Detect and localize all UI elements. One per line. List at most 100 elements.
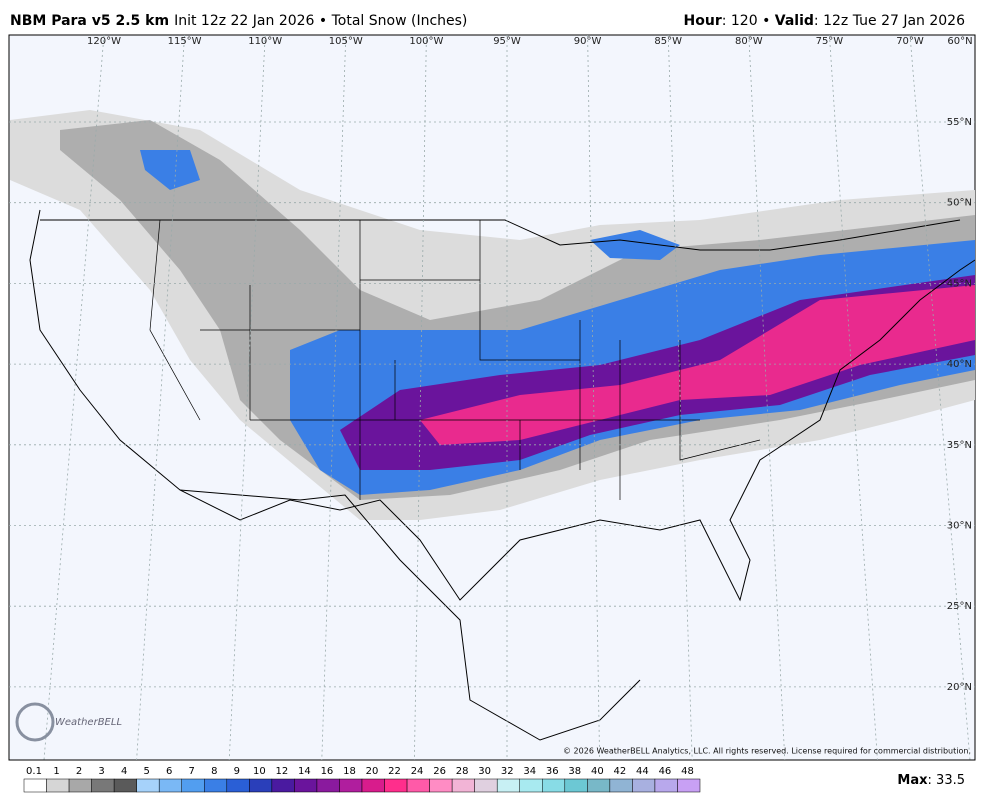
color-cell: [451, 778, 475, 793]
lat-label: 25°N: [947, 601, 972, 612]
legend-level: 3: [98, 766, 104, 777]
lon-label: 90°W: [574, 36, 602, 47]
border-mexico: [179, 489, 641, 741]
color-cell: [496, 778, 520, 793]
header-value: : 12z Tue 27 Jan 2026: [814, 13, 965, 29]
lat-label: 40°N: [947, 359, 972, 370]
meridian: [43, 34, 105, 761]
lon-label: 75°W: [816, 36, 844, 47]
snow-blue-superior: [590, 230, 680, 260]
color-cell: [68, 778, 92, 793]
meridian: [829, 34, 878, 761]
legend-level: 30: [478, 766, 491, 777]
legend-level: 4: [121, 766, 127, 777]
color-cell: [271, 778, 295, 793]
header-label: Valid: [775, 13, 814, 29]
lat-label: 45°N: [947, 278, 972, 289]
legend-level: 9: [234, 766, 240, 777]
lat-label: 20°N: [947, 682, 972, 693]
legend-level: 28: [456, 766, 469, 777]
color-cell: [91, 778, 115, 793]
legend-level: 18: [343, 766, 356, 777]
lat-label: 35°N: [947, 440, 972, 451]
lon-label: 105°W: [329, 36, 363, 47]
meridian: [136, 34, 185, 761]
lon-label: 100°W: [409, 36, 443, 47]
legend-level: 20: [366, 766, 379, 777]
lat-labels: 55°N 50°N 45°N 40°N 35°N 30°N 25°N 20°N: [947, 117, 972, 693]
lon-label: 70°W: [896, 36, 924, 47]
lon-label: 95°W: [493, 36, 521, 47]
color-cell: [158, 778, 182, 793]
color-cell: [654, 778, 678, 793]
legend-level: 32: [501, 766, 514, 777]
lat-label: 50°N: [947, 198, 972, 209]
legend-level: 14: [298, 766, 311, 777]
coastline: [29, 209, 976, 602]
legend-level: 22: [388, 766, 401, 777]
legend-level: 10: [253, 766, 266, 777]
color-cell: [406, 778, 430, 793]
lon-label: 110°W: [248, 36, 282, 47]
legend-level: 42: [613, 766, 626, 777]
legend-level: 6: [166, 766, 172, 777]
map: 120°W 115°W 110°W 105°W 100°W 95°W 90°W 85°W 80°…: [8, 34, 976, 761]
color-cell: [519, 778, 543, 793]
color-cell: [113, 778, 137, 793]
watermark: WeatherBELL: [55, 717, 122, 728]
color-cell: [677, 778, 701, 793]
header-left: NBM Para v5 2.5 km Init 12z 22 Jan 2026 •…: [10, 13, 467, 29]
color-cell: [294, 778, 318, 793]
color-cell: [181, 778, 205, 793]
max-label: Max: [897, 773, 928, 788]
legend-level: 46: [659, 766, 672, 777]
header-right: Hour: 120 • Valid: 12z Tue 27 Jan 2026: [684, 13, 966, 29]
border-canada: [40, 219, 961, 251]
meridian: [748, 34, 786, 761]
legend-level: 5: [143, 766, 149, 777]
header-subtitle: Init 12z 22 Jan 2026 • Total Snow (Inche…: [174, 13, 467, 29]
lon-label: 60°N: [947, 36, 972, 47]
color-cell: [23, 778, 47, 793]
max-value: Max: 33.5: [897, 773, 965, 788]
color-cell: [632, 778, 656, 793]
graticule: [9, 34, 975, 761]
meridian: [587, 34, 600, 761]
legend-level: 24: [411, 766, 424, 777]
lon-label: 80°W: [735, 36, 763, 47]
legend: 0.1 1 2 3 4 5 6 7 8 9 10 12 14 16 18 20 22 24 26 28 30 32 34 36…: [23, 766, 701, 793]
legend-level: 48: [681, 766, 694, 777]
meridian: [321, 34, 347, 761]
legend-level: 2: [76, 766, 82, 777]
color-cell: [316, 778, 340, 793]
meridian: [909, 34, 971, 761]
color-cell: [46, 778, 70, 793]
legend-level: 40: [591, 766, 604, 777]
color-cell: [542, 778, 566, 793]
legend-level: 36: [546, 766, 559, 777]
color-cell: [136, 778, 160, 793]
legend-level: 0.1: [26, 766, 42, 777]
legend-level: 1: [53, 766, 59, 777]
model-name: NBM Para v5 2.5 km: [10, 13, 169, 29]
meridian: [414, 34, 427, 761]
color-cell: [587, 778, 611, 793]
snow-blue-canada: [140, 150, 200, 190]
lon-label: 85°W: [654, 36, 682, 47]
copyright: © 2026 WeatherBELL Analytics, LLC. All r…: [563, 747, 971, 756]
legend-level: 12: [275, 766, 288, 777]
color-cell: [204, 778, 228, 793]
color-cell: [249, 778, 273, 793]
color-cell: [226, 778, 250, 793]
color-cell: [361, 778, 385, 793]
max-text: : 33.5: [928, 773, 965, 788]
color-cell: [384, 778, 408, 793]
legend-level: 34: [523, 766, 536, 777]
meridian: [667, 34, 693, 761]
color-cell: [429, 778, 453, 793]
lon-label: 115°W: [168, 36, 202, 47]
header-value: : 120 •: [722, 13, 775, 29]
color-cell: [564, 778, 588, 793]
